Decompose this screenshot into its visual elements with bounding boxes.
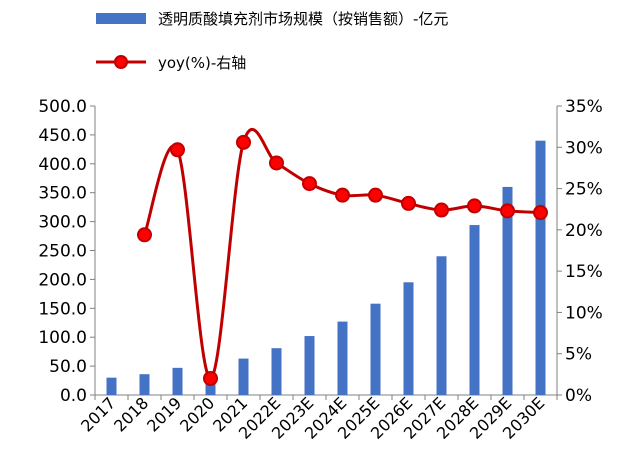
bar — [139, 374, 150, 395]
yoy-point — [302, 176, 317, 192]
bar — [370, 303, 381, 395]
x-tick-label: 2018 — [110, 393, 152, 435]
y-left-tick-label: 450.0 — [38, 126, 87, 146]
y-left-tick-label: 100.0 — [38, 328, 87, 348]
x-tick-label: 2019 — [143, 393, 185, 435]
bar — [271, 348, 282, 395]
y-right-tick-label: 25% — [565, 180, 603, 200]
yoy-point — [401, 195, 416, 211]
legend-bar-swatch — [96, 13, 146, 24]
yoy-point — [500, 203, 515, 219]
bar — [436, 256, 447, 395]
bar — [205, 379, 216, 395]
y-left-tick-label: 250.0 — [38, 242, 87, 262]
bar — [304, 336, 315, 395]
y-left-tick-label: 50.0 — [49, 357, 87, 377]
y-left-tick-label: 200.0 — [38, 270, 87, 290]
bar — [106, 377, 117, 395]
y-left-tick-label: 0.0 — [60, 386, 87, 406]
yoy-point — [368, 187, 383, 203]
yoy-point — [335, 187, 350, 203]
y-left-tick-label: 350.0 — [38, 184, 87, 204]
bar — [535, 140, 546, 395]
bar — [502, 186, 513, 395]
y-left-tick-label: 500.0 — [38, 97, 87, 117]
y-right-tick-label: 20% — [565, 221, 603, 241]
yoy-point — [236, 134, 251, 150]
x-tick-label: 2020 — [176, 393, 218, 435]
legend-label-line: yoy(%)-右轴 — [158, 54, 246, 72]
y-right-tick-label: 0% — [565, 386, 592, 406]
yoy-point — [269, 155, 284, 171]
y-right-tick-label: 35% — [565, 97, 603, 117]
yoy-point — [137, 227, 152, 243]
y-left-tick-label: 150.0 — [38, 299, 87, 319]
legend-line-marker — [114, 55, 128, 69]
y-left-tick-label: 400.0 — [38, 155, 87, 175]
yoy-point — [434, 202, 449, 218]
bar — [469, 225, 480, 395]
yoy-point — [467, 198, 482, 214]
bar — [403, 282, 414, 395]
bar — [172, 367, 183, 395]
legend-label-bar: 透明质酸填充剂市场规模（按销售额）-亿元 — [158, 10, 448, 28]
y-right-tick-label: 5% — [565, 345, 592, 365]
y-right-tick-label: 10% — [565, 303, 603, 323]
y-left-tick-label: 300.0 — [38, 213, 87, 233]
bar — [337, 321, 348, 395]
yoy-point — [203, 370, 218, 386]
bar — [238, 358, 249, 395]
y-right-tick-label: 15% — [565, 262, 603, 282]
yoy-point — [170, 142, 185, 158]
y-right-tick-label: 30% — [565, 138, 603, 158]
yoy-point — [533, 205, 548, 221]
